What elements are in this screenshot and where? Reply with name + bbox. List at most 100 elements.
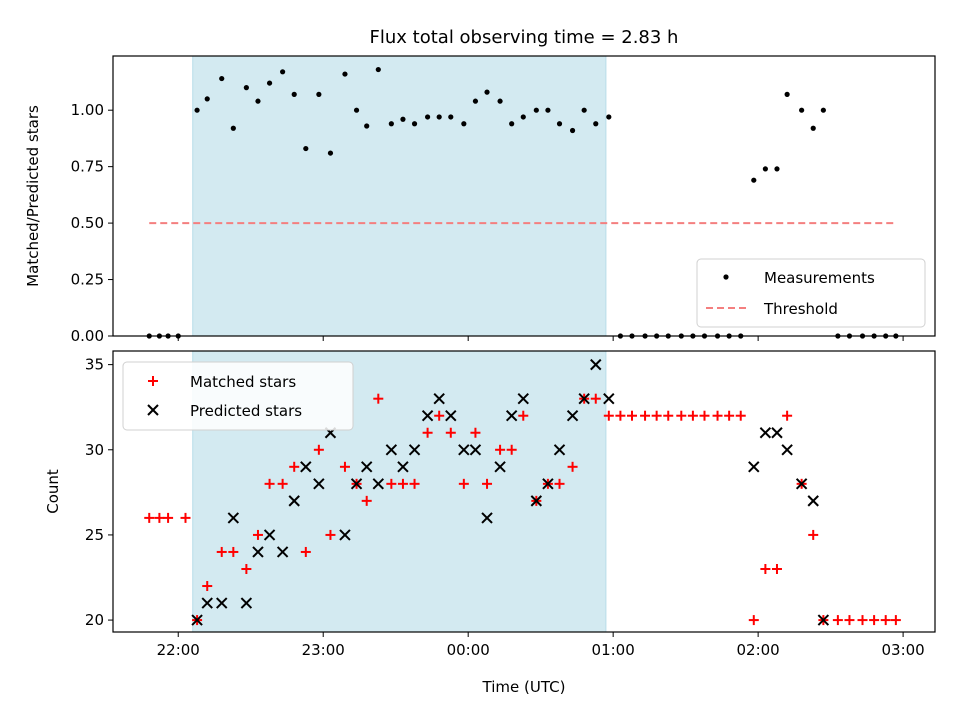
matched-star-point [163,512,174,523]
predicted-star-point [252,546,264,558]
predicted-star-mark-b [288,495,300,507]
matched-star-point [590,393,601,404]
measurement-point [472,98,479,104]
matched-star-point [325,529,336,540]
predicted-star-point [771,427,783,439]
measurement-point [799,107,805,113]
predicted-star-mark-b [469,444,482,456]
predicted-star-point [300,461,312,473]
measurement-point [194,107,200,113]
predicted-star-mark-b [227,512,240,524]
measurement-point [509,121,515,127]
predicted-star-point [517,392,529,405]
measurement-point [219,75,225,82]
predicted-star-point [542,478,554,490]
measurement-point [327,150,334,156]
matched-star-point [482,478,493,489]
matched-star-point [506,444,517,455]
predicted-star-point [748,461,760,473]
measurement-point [520,114,526,120]
predicted-star-point [481,512,493,524]
matched-star-point [216,546,227,557]
legend-label-measurements: Measurements [764,269,875,287]
matched-star-point [687,410,698,421]
predicted-star-mark-b [807,495,819,507]
measurement-point [497,98,503,104]
matched-star-point [554,478,565,489]
matched-star-point [397,478,408,489]
legend: Measurements Threshold [696,258,926,328]
matched-star-point [277,478,288,489]
predicted-star-point [372,478,385,490]
legend-label-threshold: Threshold [763,300,838,318]
matched-star-point [663,410,674,421]
y-tick-label: 0.75 [71,158,104,176]
predicted-star-point [494,461,506,473]
measurement-point [316,91,322,97]
matched-star-point [735,410,746,421]
matched-star-point [640,410,651,421]
matched-star-point [808,529,819,540]
matched-star-point [313,444,324,455]
predicted-star-mark-b [372,478,385,490]
predicted-star-mark-b [433,392,445,405]
predicted-star-point [421,410,434,422]
measurement-point [810,125,816,131]
matched-star-point [434,410,445,421]
matched-star-point [422,427,433,438]
y-tick-label: 30 [85,441,104,459]
legend-box [696,258,926,328]
predicted-star-mark-b [240,597,253,609]
measurement-point [364,123,370,129]
predicted-star-point [263,529,276,541]
predicted-star-mark-b [748,461,760,473]
predicted-star-point [469,444,482,456]
predicted-star-point [566,410,579,422]
predicted-star-point [240,597,253,609]
measurement-point [606,114,612,120]
predicted-star-mark-b [553,444,566,456]
measurement-point [448,114,454,120]
matched-star-point [264,478,275,489]
predicted-star-point [350,478,363,490]
x-tick-label: 00:00 [447,641,490,659]
predicted-star-mark-b [350,478,363,490]
matched-star-point [228,546,239,557]
predicted-star-point [216,597,228,609]
y-tick-label: 25 [85,526,104,544]
predicted-star-point [553,444,566,456]
matched-star-point [880,615,891,626]
y-tick-label: 0.00 [71,327,104,345]
matched-star-point [180,512,191,523]
measurement-point [424,114,431,120]
predicted-star-point [759,427,772,439]
matched-star-point [676,410,687,421]
matched-star-point [144,512,155,523]
predicted-star-mark-b [759,427,772,439]
matched-star-point [627,410,638,421]
legend-label-matched: Matched stars [190,373,296,391]
matched-star-point [495,444,506,455]
predicted-star-point [817,614,830,626]
matched-star-point [154,512,165,523]
predicted-star-point [433,392,445,405]
matched-star-point [339,461,350,472]
predicted-star-mark-b [530,495,543,507]
predicted-star-point [408,444,421,456]
predicted-star-mark-b [339,529,351,541]
matched-star-point [760,563,771,574]
measurement-point [342,71,348,77]
measurement-point [255,98,261,104]
measurement-point [266,80,273,86]
matched-star-point [373,393,384,404]
matched-star-point [458,478,469,489]
measurement-point [388,121,394,127]
predicted-star-mark-b [276,546,289,558]
matched-star-point [748,615,759,626]
predicted-star-mark-b [313,478,325,490]
measurement-point [581,107,587,113]
matched-star-point [857,615,868,626]
matched-star-point [615,410,626,421]
